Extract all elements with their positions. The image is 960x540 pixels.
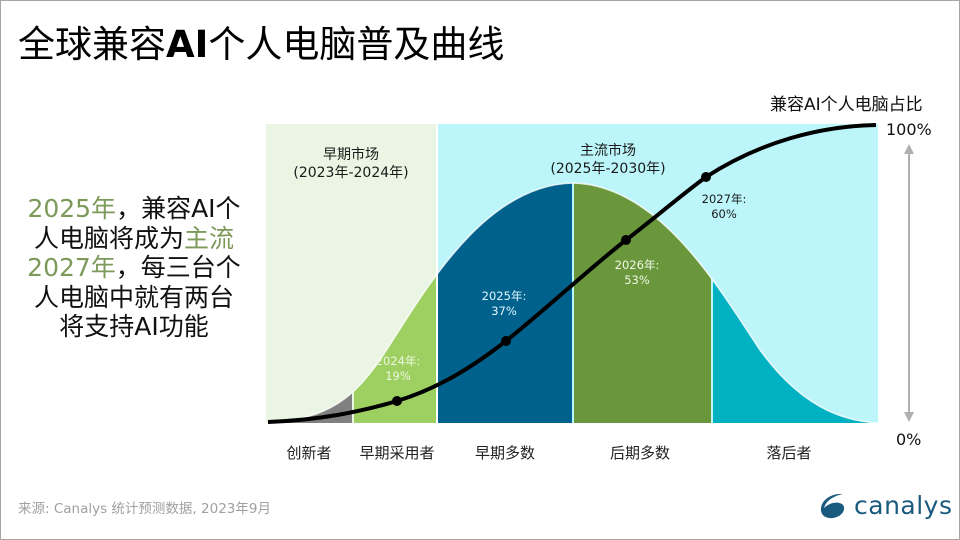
canalys-logo-text: canalys <box>854 490 953 520</box>
early-market-title: 早期市场 <box>323 147 379 163</box>
callout-text: 2025年，兼容AI个 人电脑将成为主流 2027年，每三台个 人电脑中就有两台… <box>14 194 254 342</box>
label-2024-year: 2024年: <box>375 354 421 368</box>
title-suffix: 个人电脑普及曲线 <box>208 23 505 66</box>
label-2027-year: 2027年: <box>701 192 747 206</box>
segment-label-early-adopters: 早期采用者 <box>359 444 435 462</box>
label-2026: 2026年: 53% <box>605 258 669 288</box>
callout-line1: ，兼容AI个 <box>116 194 241 223</box>
label-2025: 2025年: 37% <box>472 289 536 319</box>
callout-line5: 将支持AI功能 <box>59 312 209 341</box>
segment-label-late-majority: 后期多数 <box>609 444 671 462</box>
callout-line4: 人电脑中就有两台 <box>33 282 234 312</box>
canalys-logo-icon <box>820 493 845 519</box>
point-2025 <box>501 336 511 346</box>
adoption-curve <box>267 123 877 424</box>
y-axis-arrow <box>904 144 914 422</box>
title-prefix: 全球兼容 <box>18 23 166 66</box>
callout-line3: ，每三台个 <box>115 253 241 282</box>
label-2024: 2024年: 19% <box>366 354 430 384</box>
label-2025-year: 2025年: <box>481 289 527 303</box>
y-axis-title: 兼容AI个人电脑占比 <box>770 95 923 115</box>
callout-mainstream: 主流 <box>184 223 235 253</box>
point-2026 <box>621 235 631 245</box>
early-market-period: (2023年-2024年) <box>293 165 409 181</box>
y-axis-min: 0% <box>896 430 922 449</box>
label-2025-value: 37% <box>491 304 517 318</box>
label-2026-year: 2026年: <box>614 258 660 272</box>
callout-year-2025: 2025年 <box>27 194 117 223</box>
point-2027 <box>701 172 711 182</box>
callout-line2: 人电脑将成为 <box>33 223 184 253</box>
mainstream-market-title: 主流市场 <box>580 143 636 159</box>
callout-year-2027: 2027年 <box>27 253 116 282</box>
y-axis-max: 100% <box>886 120 932 139</box>
segment-label-early-majority: 早期多数 <box>474 444 536 462</box>
mainstream-market-label: 主流市场 (2025年-2030年) <box>528 142 688 178</box>
page-title: 全球兼容AI个人电脑普及曲线 <box>18 14 504 68</box>
title-bold: AI <box>166 23 209 66</box>
point-2024 <box>392 396 402 406</box>
canalys-logo: canalys <box>818 490 953 520</box>
label-2027: 2027年: 60% <box>692 192 756 222</box>
segment-label-laggards: 落后者 <box>766 444 812 462</box>
label-2026-value: 53% <box>624 273 650 287</box>
mainstream-market-period: (2025年-2030年) <box>550 161 666 177</box>
source-note: 来源: Canalys 统计预测数据, 2023年9月 <box>18 501 271 517</box>
label-2027-value: 60% <box>711 207 737 221</box>
segment-label-innovators: 创新者 <box>286 444 332 462</box>
early-market-label: 早期市场 (2023年-2024年) <box>266 146 436 182</box>
label-2024-value: 19% <box>385 369 411 383</box>
